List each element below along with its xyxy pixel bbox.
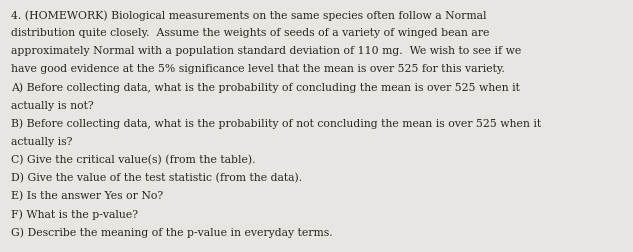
Text: E) Is the answer Yes or No?: E) Is the answer Yes or No? (11, 190, 163, 201)
Text: B) Before collecting data, what is the probability of not concluding the mean is: B) Before collecting data, what is the p… (11, 118, 541, 129)
Text: G) Describe the meaning of the p-value in everyday terms.: G) Describe the meaning of the p-value i… (11, 226, 333, 237)
Text: C) Give the critical value(s) (from the table).: C) Give the critical value(s) (from the … (11, 154, 256, 165)
Text: 4. (HOMEWORK) Biological measurements on the same species often follow a Normal: 4. (HOMEWORK) Biological measurements on… (11, 10, 487, 21)
Text: F) What is the p-value?: F) What is the p-value? (11, 208, 139, 219)
Text: A) Before collecting data, what is the probability of concluding the mean is ove: A) Before collecting data, what is the p… (11, 82, 520, 93)
Text: approximately Normal with a population standard deviation of 110 mg.  We wish to: approximately Normal with a population s… (11, 46, 522, 56)
Text: D) Give the value of the test statistic (from the data).: D) Give the value of the test statistic … (11, 172, 303, 182)
Text: actually is?: actually is? (11, 136, 73, 146)
Text: actually is not?: actually is not? (11, 100, 94, 110)
Text: have good evidence at the 5% significance level that the mean is over 525 for th: have good evidence at the 5% significanc… (11, 64, 505, 74)
Text: distribution quite closely.  Assume the weights of seeds of a variety of winged : distribution quite closely. Assume the w… (11, 28, 490, 38)
